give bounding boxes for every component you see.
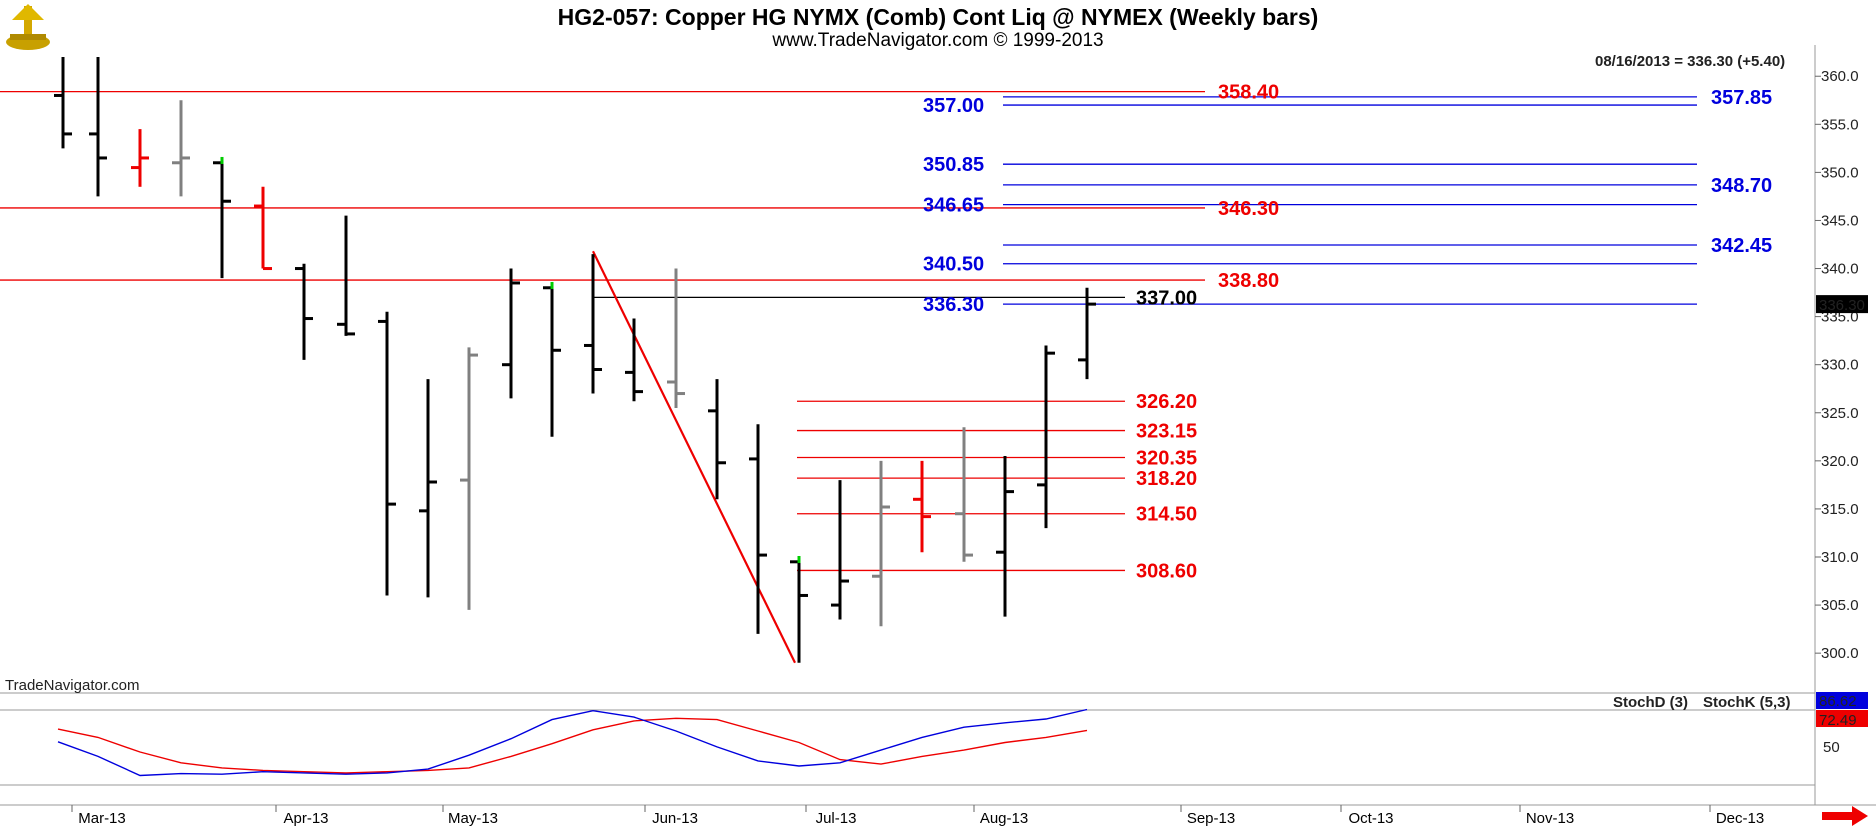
- date-axis: Mar-13 Apr-13 May-13 Jun-13 Jul-13 Aug-13 Sep-…: [71, 805, 1868, 827]
- ohlc-bar: [625, 318, 643, 402]
- y-tick-label: 360.0: [1821, 68, 1859, 85]
- level-label: 346.65: [923, 195, 984, 217]
- ohlc-bar: [543, 281, 561, 437]
- price-bars: [54, 57, 1096, 663]
- stoch-legend-d: StochD (3): [1613, 694, 1688, 711]
- ohlc-bar: [295, 263, 313, 360]
- level-label: 323.15: [1136, 421, 1197, 443]
- chart-decor: 08/16/2013 = 336.30 (+5.40) TradeNavigato…: [5, 53, 1785, 694]
- y-tick-label: 345.0: [1821, 212, 1859, 229]
- ohlc-bar: [708, 379, 726, 500]
- x-tick-label: Jul-13: [816, 810, 857, 827]
- price-axis: 300.0305.0310.0315.0320.0325.0330.0335.0…: [1815, 68, 1868, 662]
- level-label: 357.85: [1711, 87, 1772, 109]
- y-tick-label: 330.0: [1821, 357, 1859, 374]
- y-tick-label: 350.0: [1821, 164, 1859, 181]
- stoch-legend-k: StochK (5,3): [1703, 694, 1791, 711]
- level-label: 336.30: [923, 294, 984, 316]
- y-tick-label: 310.0: [1821, 549, 1859, 566]
- ohlc-bar: [872, 460, 890, 627]
- level-label: 350.85: [923, 154, 984, 176]
- y-tick-label: 315.0: [1821, 501, 1859, 518]
- level-label: 346.30: [1218, 198, 1279, 220]
- last-price-box: [1816, 295, 1868, 314]
- x-tick-label: Apr-13: [283, 810, 328, 827]
- level-label: 314.50: [1136, 504, 1197, 526]
- ohlc-bar: [1037, 345, 1055, 529]
- level-lines: [0, 90, 1697, 572]
- ohlc-bar: [996, 456, 1014, 617]
- chart-title: HG2-057: Copper HG NYMX (Comb) Cont Liq …: [557, 4, 1319, 30]
- level-label: 358.40: [1218, 82, 1279, 104]
- level-label: 326.20: [1136, 391, 1197, 413]
- ohlc-bar: [667, 268, 685, 408]
- ohlc-bar: [131, 129, 149, 187]
- chart-subtitle: www.TradeNavigator.com © 1999-2013: [772, 30, 1104, 51]
- x-tick-label: May-13: [448, 810, 498, 827]
- level-label: 348.70: [1711, 175, 1772, 197]
- grid: [0, 45, 1876, 806]
- ohlc-bar: [337, 215, 355, 336]
- y-tick-label: 355.0: [1821, 116, 1859, 133]
- stoch-value-box: [1816, 692, 1868, 709]
- chart-header: HG2-057: Copper HG NYMX (Comb) Cont Liq …: [0, 0, 1876, 54]
- ohlc-bar: [378, 311, 396, 596]
- level-labels: 358.40 346.30 338.80 337.00 326.20 323.15 320.…: [923, 82, 1772, 583]
- stoch-line: [57, 717, 1088, 774]
- ohlc-bar: [749, 424, 767, 634]
- stoch-tick-label: 50: [1823, 739, 1840, 756]
- last-price-label: 336.30: [1819, 297, 1865, 314]
- ohlc-bar: [254, 186, 272, 271]
- level-label: 308.60: [1136, 560, 1197, 582]
- stoch-value: 86.62: [1819, 693, 1857, 710]
- trendline: [592, 250, 796, 664]
- ohlc-bar: [460, 347, 478, 610]
- stoch-value-box: [1816, 710, 1868, 727]
- x-tick-label: Oct-13: [1348, 810, 1393, 827]
- x-tick-label: Jun-13: [652, 810, 698, 827]
- stochastic-panel: StochD (3) StochK (5,3) 86.62 72.49 50: [57, 692, 1868, 777]
- level-label: 357.00: [923, 95, 984, 117]
- level-label: 338.80: [1218, 270, 1279, 292]
- y-tick-label: 340.0: [1821, 261, 1859, 278]
- level-label: 318.20: [1136, 468, 1197, 490]
- level-label: 340.50: [923, 254, 984, 276]
- level-label: 320.35: [1136, 447, 1197, 469]
- x-tick-label: Sep-13: [1187, 810, 1235, 827]
- ohlc-bar: [913, 460, 931, 553]
- ohlc-bar: [955, 427, 973, 562]
- x-tick-label: Mar-13: [78, 810, 126, 827]
- ohlc-bar: [89, 57, 107, 197]
- ohlc-bar: [831, 480, 849, 620]
- ohlc-bar: [790, 556, 808, 663]
- scroll-right-arrow-icon: [1822, 806, 1868, 826]
- y-tick-label: 320.0: [1821, 453, 1859, 470]
- trendline-layer: [592, 250, 796, 664]
- watermark: TradeNavigator.com: [5, 677, 140, 694]
- ohlc-bar: [502, 268, 520, 399]
- stoch-value: 72.49: [1819, 712, 1857, 729]
- ohlc-bar: [584, 254, 602, 394]
- x-tick-label: Dec-13: [1716, 810, 1764, 827]
- ohlc-bar: [213, 156, 231, 279]
- ohlc-bar: [419, 379, 437, 598]
- ohlc-bar: [1078, 287, 1096, 380]
- x-tick-label: Aug-13: [980, 810, 1028, 827]
- ohlc-bar: [54, 57, 72, 149]
- level-label: 337.00: [1136, 287, 1197, 309]
- y-tick-label: 305.0: [1821, 597, 1859, 614]
- y-tick-label: 325.0: [1821, 405, 1859, 422]
- gold-logo-icon: [6, 4, 50, 50]
- ohlc-bar: [172, 100, 190, 197]
- level-label: 342.45: [1711, 235, 1772, 257]
- x-tick-label: Nov-13: [1526, 810, 1574, 827]
- y-tick-label: 300.0: [1821, 645, 1859, 662]
- stoch-line: [57, 708, 1088, 777]
- price-readout: 08/16/2013 = 336.30 (+5.40): [1595, 53, 1785, 70]
